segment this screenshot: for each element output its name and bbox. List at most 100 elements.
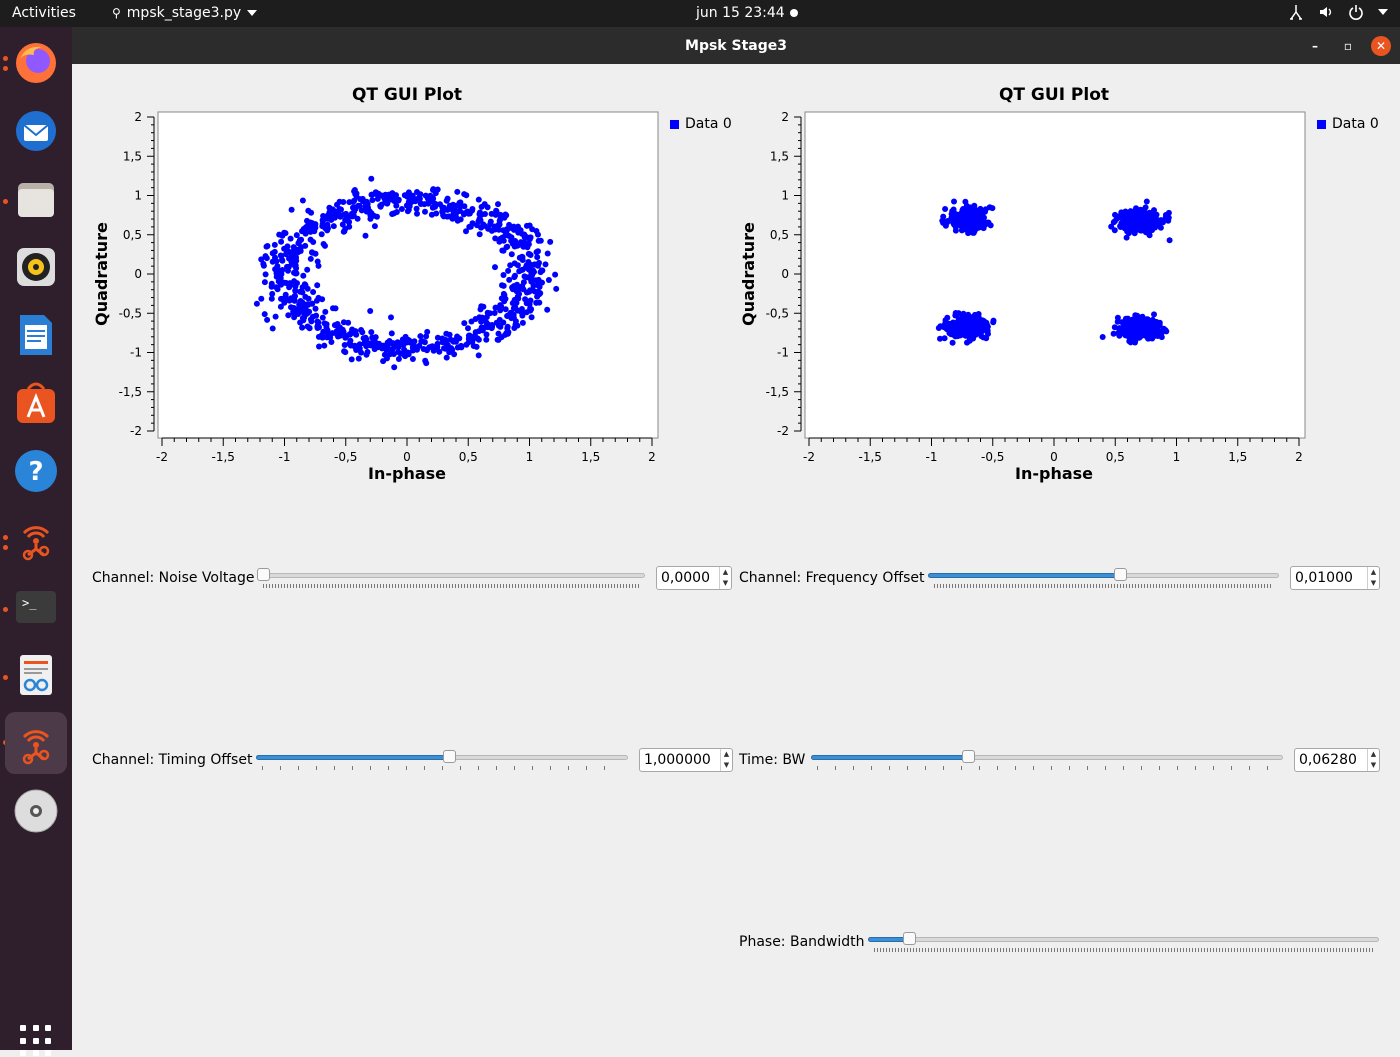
activities-button[interactable]: Activities <box>12 5 76 21</box>
data-point <box>404 208 411 215</box>
data-point <box>495 226 502 233</box>
data-point <box>342 225 349 232</box>
minimize-icon[interactable]: – <box>1312 39 1318 53</box>
timing-offset-label: Channel: Timing Offset <box>92 752 253 768</box>
data-point <box>965 230 972 237</box>
noise-voltage-slider[interactable] <box>257 568 645 591</box>
gnuradio-icon[interactable] <box>8 511 64 567</box>
data-point <box>393 209 400 215</box>
data-point <box>979 317 986 324</box>
data-point <box>356 341 363 348</box>
slider-track[interactable] <box>868 937 1379 942</box>
data-point <box>440 213 447 220</box>
data-point <box>491 310 498 316</box>
slider-track[interactable] <box>257 573 645 578</box>
spinbox-arrows-icon[interactable]: ▲ ▼ <box>1367 749 1379 771</box>
timing-offset-spinbox[interactable]: 1,000000 ▲ ▼ <box>639 748 733 772</box>
files-icon[interactable] <box>8 171 64 227</box>
noise-voltage-spinbox[interactable]: 0,0000 ▲ ▼ <box>656 566 732 590</box>
document-viewer-icon[interactable] <box>8 647 64 703</box>
data-point <box>391 364 398 371</box>
data-point <box>413 205 420 212</box>
help-icon[interactable]: ? <box>8 443 64 499</box>
scatter-series <box>935 198 1173 346</box>
data-point <box>367 308 374 314</box>
data-point <box>454 333 461 340</box>
plot-1-chart[interactable]: 2 1,5 1 0,5 0 -0,5 -1 -1,5 -2 -2 -1,5 -1 -0,5 0 0,5 1 1,… <box>84 104 660 490</box>
data-point <box>300 272 307 279</box>
slider-handle[interactable] <box>257 568 270 581</box>
thunderbird-icon[interactable] <box>8 103 64 159</box>
plot-1-legend[interactable]: Data 0 <box>670 116 732 132</box>
slider-handle[interactable] <box>443 750 456 763</box>
data-point <box>963 206 970 213</box>
data-point <box>492 235 499 242</box>
time-bw-spinbox[interactable]: 0,06280 ▲ ▼ <box>1294 748 1380 772</box>
data-point <box>343 213 350 219</box>
data-point <box>384 339 391 346</box>
close-icon[interactable]: ✕ <box>1371 36 1391 56</box>
slider-handle[interactable] <box>1114 568 1127 581</box>
data-point <box>960 310 967 317</box>
data-point <box>1145 216 1152 223</box>
data-point <box>493 208 500 215</box>
data-point <box>500 272 507 278</box>
clock[interactable]: jun 15 23:44 <box>696 5 785 21</box>
data-point <box>291 297 298 304</box>
y-tick-label: 2 <box>134 110 142 124</box>
data-point <box>484 204 491 211</box>
slider-ticks <box>874 948 1373 952</box>
frequency-offset-spinbox[interactable]: 0,01000 ▲ ▼ <box>1290 566 1380 590</box>
data-point <box>286 297 293 304</box>
plot-2-chart[interactable]: 2 1,5 1 0,5 0 -0,5 -1 -1,5 -2 -2 -1,5 -1 -0,5 0 0,5 1 1,… <box>731 104 1307 490</box>
data-point <box>1114 314 1121 321</box>
maximize-icon[interactable]: ▫ <box>1343 39 1353 53</box>
data-point <box>1160 325 1167 332</box>
data-point <box>544 306 551 313</box>
app-menu[interactable]: ⚲ mpsk_stage3.py <box>112 5 258 21</box>
show-applications-icon[interactable] <box>20 1025 52 1057</box>
rhythmbox-icon[interactable] <box>8 239 64 295</box>
data-point <box>278 253 285 259</box>
gnuradio-active-icon[interactable] <box>5 712 67 774</box>
system-tray[interactable] <box>1288 4 1388 20</box>
slider-handle[interactable] <box>903 932 916 945</box>
spinbox-arrows-icon[interactable]: ▲ ▼ <box>1367 567 1379 589</box>
data-point <box>528 278 535 285</box>
data-point <box>953 211 960 218</box>
terminal-icon[interactable]: >_ <box>8 579 64 635</box>
slider-fill <box>256 755 449 760</box>
data-point <box>955 316 962 323</box>
data-point <box>274 286 281 293</box>
y-tick-label: 2 <box>781 110 789 124</box>
data-point <box>262 271 269 278</box>
software-icon[interactable] <box>8 375 64 431</box>
frequency-offset-slider[interactable] <box>928 568 1279 591</box>
slider-handle[interactable] <box>962 750 975 763</box>
window-titlebar[interactable]: Mpsk Stage3 – ▫ ✕ <box>72 27 1400 64</box>
data-point <box>443 338 449 345</box>
data-point <box>430 187 436 193</box>
data-point <box>285 267 291 274</box>
spinbox-value: 0,0000 <box>661 570 710 586</box>
data-point <box>309 249 316 256</box>
data-point <box>483 314 490 321</box>
data-point <box>463 192 470 199</box>
data-point <box>977 323 984 330</box>
data-point <box>319 296 326 303</box>
spinbox-arrows-icon[interactable]: ▲ ▼ <box>719 567 731 589</box>
data-point <box>278 238 285 245</box>
x-tick-label: -1,5 <box>212 450 235 464</box>
time-bw-slider[interactable] <box>811 750 1283 773</box>
data-point <box>982 221 989 228</box>
data-point <box>340 329 347 335</box>
data-point <box>528 314 535 321</box>
timing-offset-slider[interactable] <box>256 750 628 773</box>
writer-icon[interactable] <box>8 307 64 363</box>
spinbox-arrows-icon[interactable]: ▲ ▼ <box>720 749 732 771</box>
plot-2-legend[interactable]: Data 0 <box>1317 116 1379 132</box>
dvd-icon[interactable] <box>8 783 64 839</box>
phase-bandwidth-slider[interactable] <box>868 932 1379 955</box>
firefox-icon[interactable] <box>8 35 64 91</box>
data-point <box>1117 223 1124 230</box>
